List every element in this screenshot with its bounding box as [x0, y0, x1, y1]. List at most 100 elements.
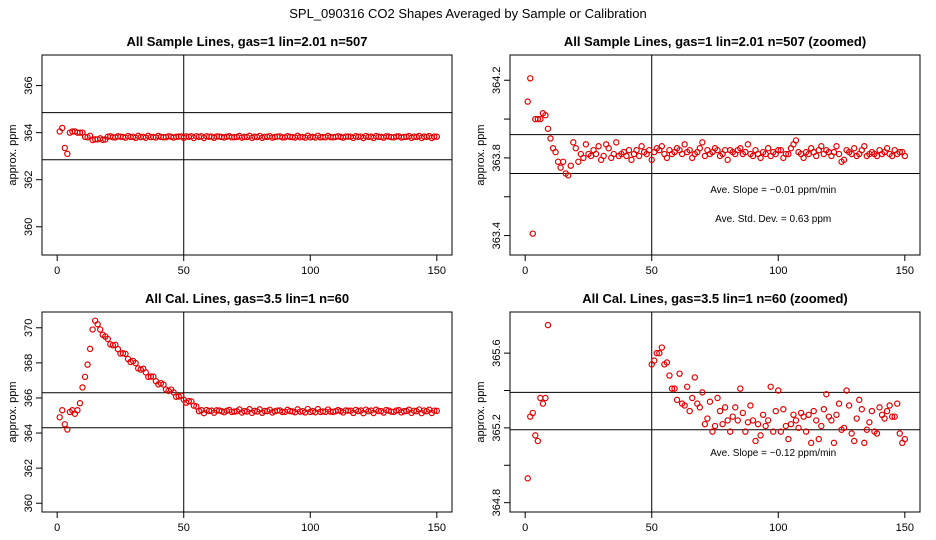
x-tick-label: 50 — [178, 265, 190, 277]
data-point — [770, 428, 777, 435]
data-point — [668, 385, 676, 392]
data-point — [830, 439, 838, 447]
y-tick-label: 363.4 — [491, 222, 503, 250]
data-point — [231, 408, 238, 415]
panel-title: All Sample Lines, gas=1 lin=2.01 n=507 (… — [564, 34, 866, 49]
data-point — [732, 404, 739, 411]
y-tick-label: 362 — [23, 171, 35, 189]
data-point — [744, 419, 752, 426]
data-point — [699, 139, 706, 146]
data-point — [524, 98, 531, 105]
data-point — [818, 422, 825, 430]
data-point — [780, 405, 787, 413]
data-point — [818, 143, 825, 150]
data-point — [160, 381, 167, 388]
data-point — [681, 402, 688, 409]
x-tick-label: 100 — [301, 265, 319, 277]
data-point — [613, 139, 620, 146]
data-point — [706, 398, 714, 405]
data-point — [714, 394, 721, 402]
data-point — [861, 143, 868, 150]
data-point — [833, 411, 840, 419]
data-point — [840, 424, 848, 432]
data-point — [696, 404, 704, 411]
y-axis-label: approx. ppm — [475, 381, 487, 442]
y-tick-label: 363.8 — [491, 144, 503, 172]
data-point — [883, 407, 891, 415]
data-point — [696, 145, 704, 152]
figure-title: SPL_090316 CO2 Shapes Averaged by Sample… — [289, 6, 647, 21]
x-tick-label: 50 — [178, 522, 190, 534]
data-point — [868, 407, 876, 415]
plot-frame — [509, 54, 921, 256]
data-point — [633, 146, 640, 154]
data-point — [848, 430, 855, 437]
data-point — [79, 384, 86, 391]
data-point — [866, 419, 873, 426]
data-point — [279, 408, 286, 416]
data-point — [570, 139, 577, 146]
data-point — [678, 150, 686, 158]
data-point — [147, 373, 155, 380]
plot-frame — [41, 54, 453, 256]
data-point — [572, 145, 580, 152]
x-tick-label: 0 — [54, 522, 60, 534]
data-point — [813, 152, 820, 160]
data-point — [431, 133, 438, 140]
data-point — [59, 407, 66, 414]
data-point — [605, 145, 612, 152]
data-point — [663, 359, 671, 366]
data-point — [565, 172, 572, 179]
data-point — [764, 417, 772, 424]
x-tick-label: 0 — [522, 522, 528, 534]
data-point — [747, 402, 754, 409]
data-point — [431, 407, 438, 414]
data-point — [686, 407, 693, 415]
data-point — [433, 133, 441, 140]
panel-sample-lines: All Sample Lines, gas=1 lin=2.01 n=507 0 5… — [7, 34, 453, 277]
data-point — [782, 150, 790, 158]
x-tick-label: 100 — [769, 522, 787, 534]
data-point — [757, 154, 764, 162]
data-point — [785, 435, 792, 443]
data-point — [775, 387, 782, 394]
data-point — [592, 150, 600, 158]
data-point — [89, 326, 96, 333]
data-point — [625, 146, 633, 154]
y-tick-label: 366 — [23, 76, 35, 94]
data-point — [651, 357, 658, 364]
data-point — [772, 407, 779, 415]
data-point — [185, 397, 192, 405]
data-point — [542, 394, 549, 402]
data-point — [894, 400, 901, 407]
data-point — [109, 342, 117, 349]
data-point — [595, 143, 602, 150]
panel-sample-lines-zoomed: All Sample Lines, gas=1 lin=2.01 n=507 (… — [475, 34, 921, 277]
data-point — [76, 400, 84, 407]
data-point — [433, 407, 441, 415]
data-point — [689, 394, 696, 402]
annotation-text: Ave. Slope = −0.12 ppm/min — [710, 448, 836, 459]
data-point — [534, 437, 542, 445]
data-point — [787, 420, 795, 428]
data-point — [534, 115, 542, 123]
data-point — [823, 391, 830, 398]
data-point — [671, 385, 678, 392]
data-point — [795, 424, 802, 432]
data-point — [628, 156, 635, 164]
x-tick-label: 0 — [522, 265, 528, 277]
y-tick-label: 370 — [23, 319, 35, 337]
data-point — [600, 152, 607, 160]
data-point — [673, 396, 681, 404]
data-point — [97, 326, 104, 333]
data-point — [681, 141, 688, 148]
data-point — [896, 148, 903, 156]
data-point — [537, 115, 544, 123]
data-point — [638, 143, 645, 150]
data-point — [845, 402, 853, 409]
data-point — [767, 383, 774, 390]
x-tick-label: 100 — [301, 522, 319, 534]
data-point — [782, 422, 790, 430]
data-point — [792, 417, 800, 424]
